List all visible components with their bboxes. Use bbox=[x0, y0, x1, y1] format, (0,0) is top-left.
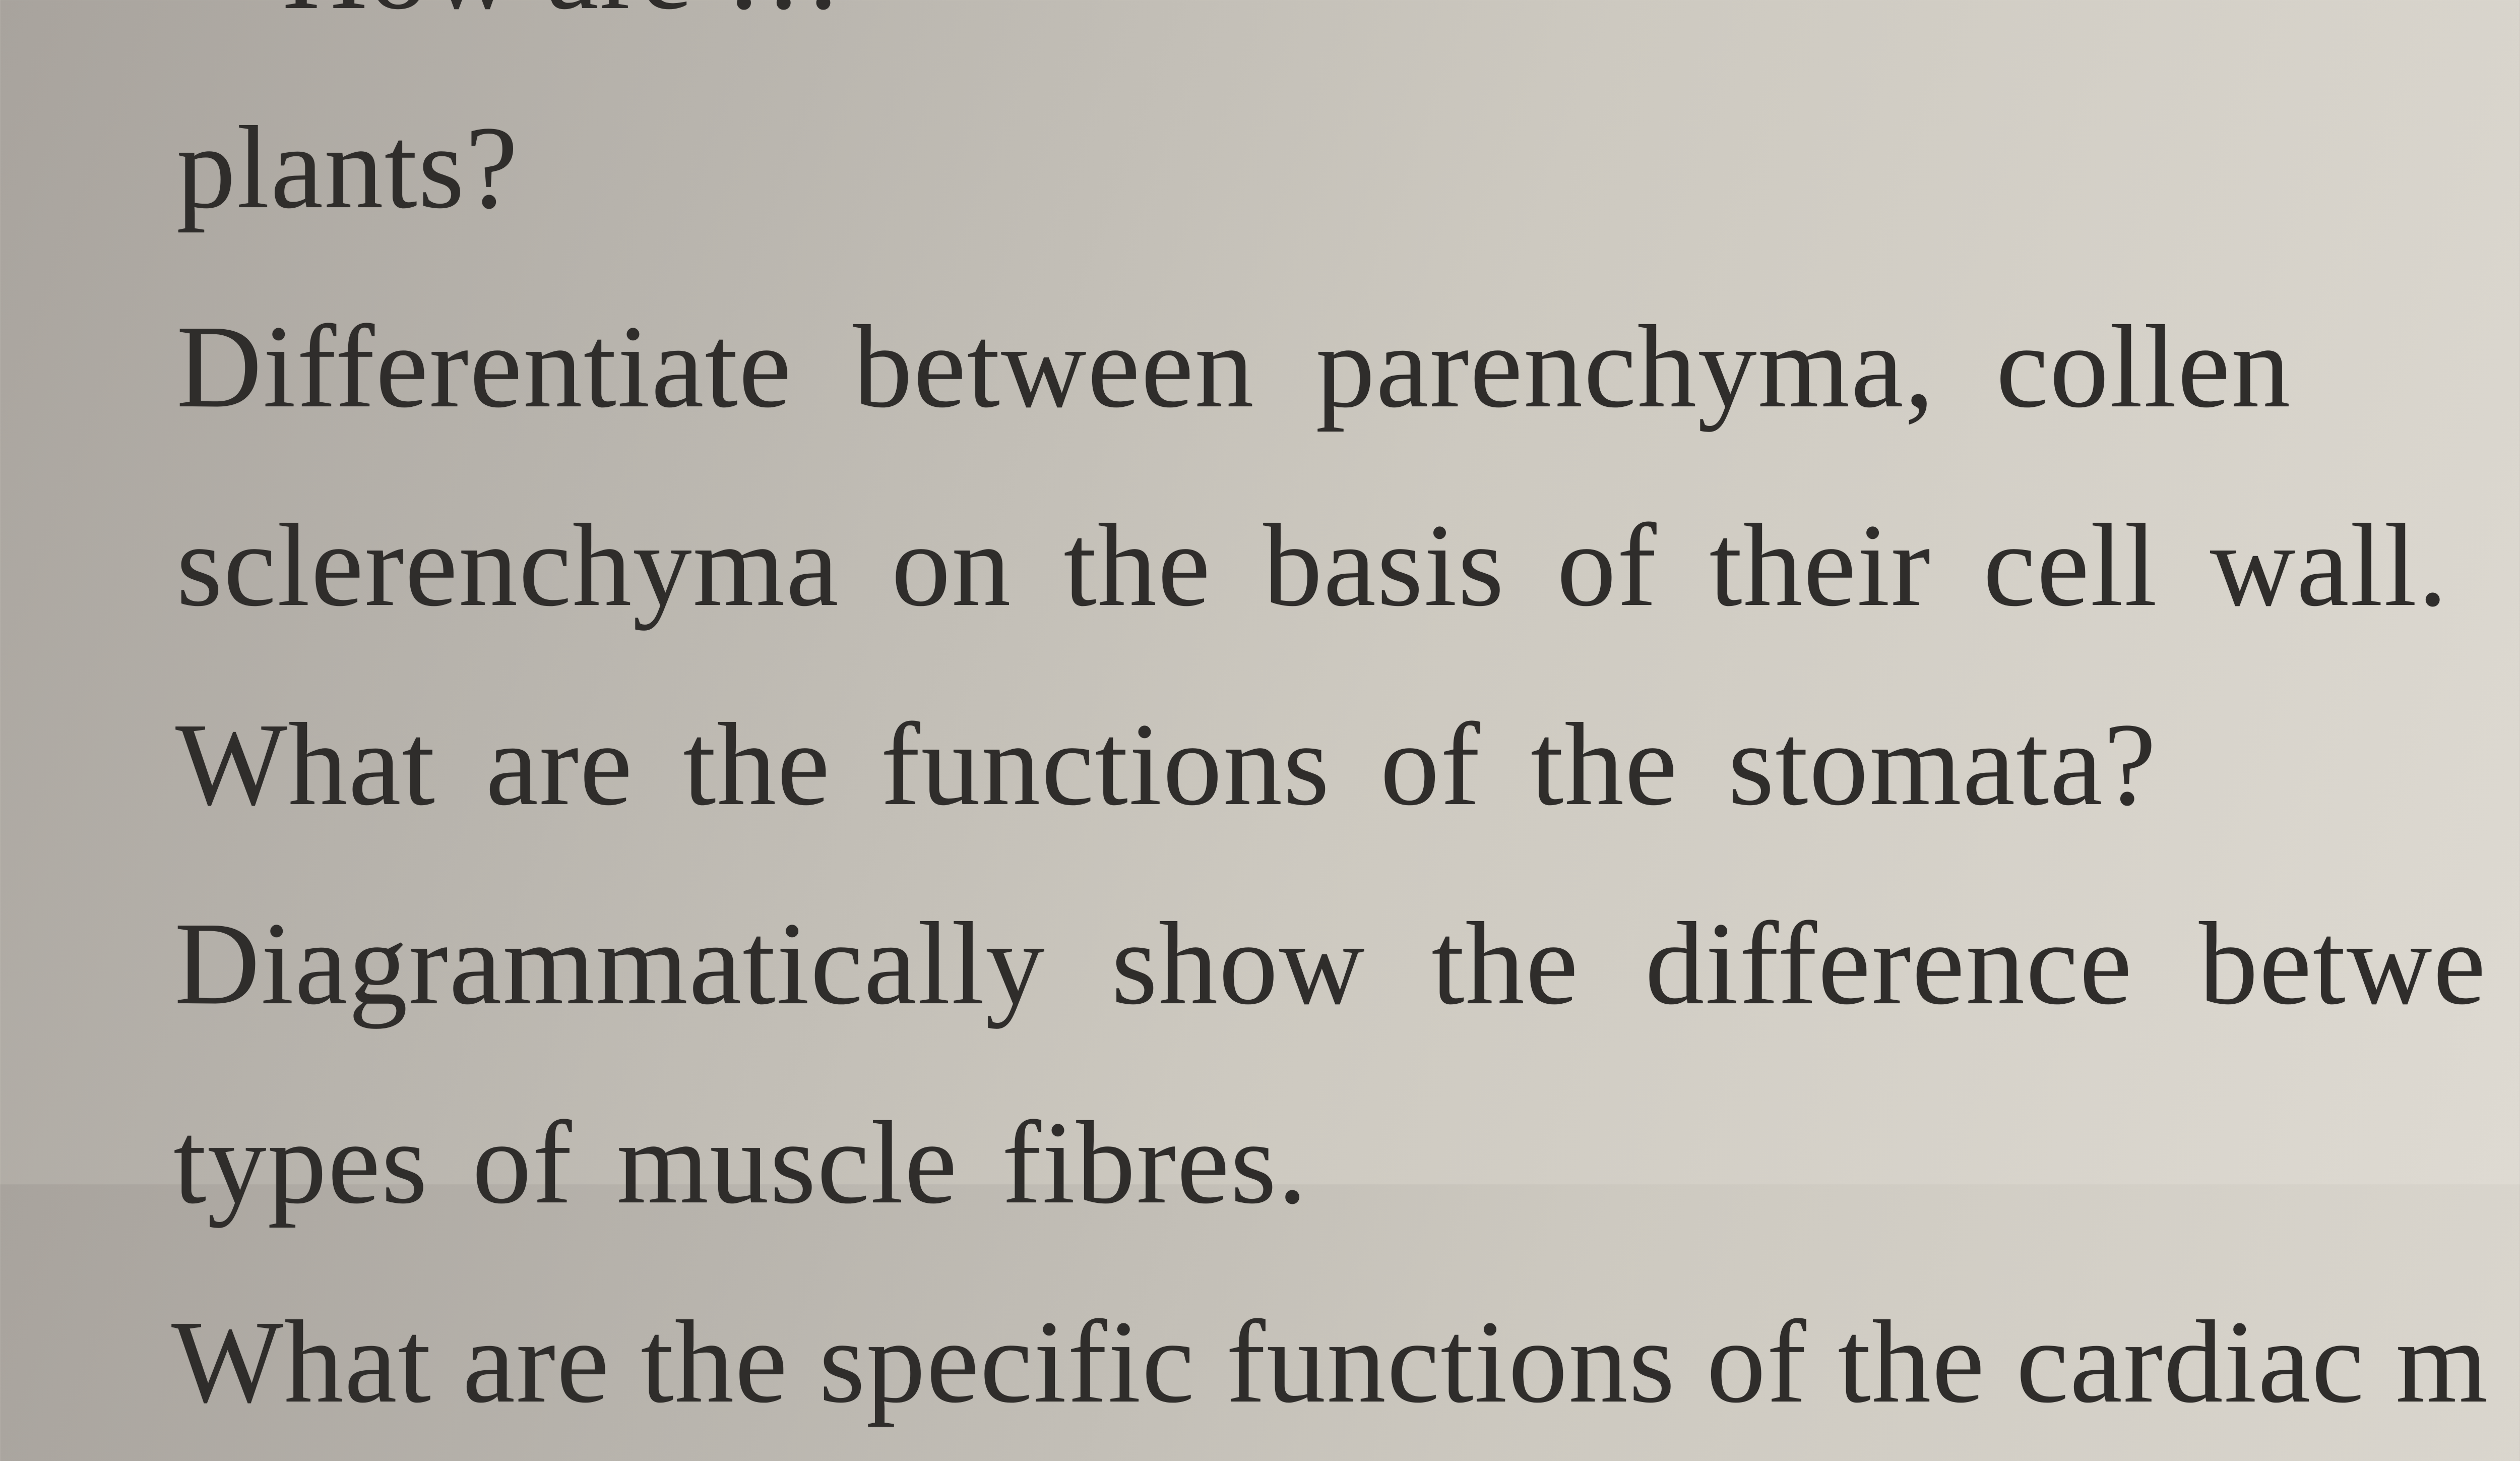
text-fragment: plants? bbox=[176, 102, 519, 233]
text-fragment: types of muscle fibres. bbox=[173, 1097, 1308, 1228]
text-line-cut-top: How are … bbox=[171, 0, 2520, 68]
text-fragment: Differentiate between parenchyma, collen bbox=[176, 301, 2291, 432]
text-fragment: What are the functions of the stomata? bbox=[175, 699, 2157, 830]
text-line-6: types of muscle fibres. bbox=[171, 1063, 2520, 1262]
text-line-cut-bottom: What are the specific functions of the c… bbox=[171, 1262, 2520, 1461]
text-line-3: sclerenchyma on the basis of their cell … bbox=[171, 466, 2520, 665]
text-fragment: Diagrammatically show the difference bet… bbox=[174, 898, 2487, 1029]
text-line-2: Differentiate between parenchyma, collen bbox=[171, 267, 2520, 466]
page-scan: How are … plants? Differentiate between … bbox=[0, 0, 2520, 1053]
text-fragment: How are … bbox=[282, 0, 844, 34]
text-fragment: What are the specific functions of the c… bbox=[171, 1296, 2489, 1427]
text-fragment: sclerenchyma on the basis of their cell … bbox=[176, 500, 2448, 631]
text-line-1: plants? bbox=[171, 68, 2520, 267]
text-line-5: Diagrammatically show the difference bet… bbox=[171, 864, 2520, 1063]
text-line-4: What are the functions of the stomata? bbox=[171, 665, 2520, 864]
